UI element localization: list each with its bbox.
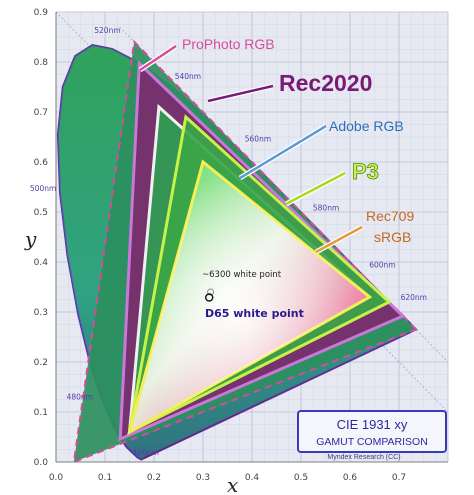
callout-leader <box>139 44 177 72</box>
wavelength-label: 540nm <box>175 72 201 81</box>
x-tick-label: 0.5 <box>294 473 308 483</box>
gamut-outline-rec2020 <box>118 60 406 442</box>
wavelength-label: 620nm <box>401 293 427 302</box>
wavelength-label: 520nm <box>94 26 120 35</box>
y-tick-label: 0.1 <box>34 408 48 418</box>
info-box: CIE 1931 xy GAMUT COMPARISON Myndex Rese… <box>297 410 447 461</box>
y-tick-label: 0.0 <box>34 458 49 468</box>
y-tick-label: 0.3 <box>34 308 48 318</box>
info-box-credit: Myndex Research (CC) <box>327 454 400 461</box>
x-tick-label: 0.6 <box>343 473 358 483</box>
callout-leader <box>285 171 346 206</box>
gamut-layer <box>72 39 418 464</box>
x-tick-label: 0.1 <box>98 473 112 483</box>
x-axis-title: x <box>227 473 238 495</box>
wavelength-label: 560nm <box>245 135 271 144</box>
white-point-d65-label: D65 white point <box>205 307 304 320</box>
gamut-outline-prophoto-rgb <box>72 39 418 464</box>
x-tick-label: 0.0 <box>49 473 64 483</box>
wavelength-label: 600nm <box>369 261 395 270</box>
wavelength-label: 460nm <box>133 448 159 457</box>
info-box-subtitle: GAMUT COMPARISON <box>316 436 428 448</box>
y-tick-label: 0.7 <box>34 108 48 118</box>
info-box-frame <box>297 410 447 453</box>
callout-adobe-rgb: Adobe RGB <box>329 118 404 134</box>
y-axis-title: y <box>24 227 37 251</box>
wavelength-label: 580nm <box>313 204 339 213</box>
callout-leader <box>239 124 327 180</box>
wavelength-label: 500nm <box>30 184 56 193</box>
callout-rec709: Rec709 <box>366 208 414 224</box>
gamut-outline-p3 <box>127 114 392 435</box>
y-tick-label: 0.4 <box>34 258 49 268</box>
y-tick-label: 0.9 <box>34 8 49 18</box>
srgb-white-glow <box>129 162 370 432</box>
callout-leader <box>207 84 274 103</box>
callout-leader <box>315 225 363 254</box>
callout-prophoto: ProPhoto RGB <box>182 36 275 52</box>
y-tick-label: 0.2 <box>34 358 48 368</box>
axis-layer: 0.0 0.1 0.2 0.3 0.4 0.5 0.6 0.7 0.0 0.1 0.2 0.3 0.4 0… <box>34 8 448 483</box>
callout-rec2020: Rec2020 <box>279 70 372 96</box>
info-box-title: CIE 1931 xy <box>337 417 408 432</box>
x-tick-label: 0.4 <box>245 473 260 483</box>
white-point-6300-marker <box>207 288 215 296</box>
wavelength-labels: 460nm 480nm 500nm 520nm 540nm 560nm 580nm 600nm… <box>30 26 427 457</box>
y-tick-label: 0.8 <box>34 58 49 68</box>
wavelength-label: 480nm <box>67 393 93 402</box>
y-tick-label: 0.5 <box>34 208 48 218</box>
callout-p3: P3 <box>352 159 379 184</box>
white-point-d65-marker <box>205 293 214 302</box>
x-tick-label: 0.3 <box>196 473 210 483</box>
x-tick-label: 0.7 <box>392 473 406 483</box>
y-tick-label: 0.6 <box>34 158 49 168</box>
callout-layer <box>138 43 364 255</box>
white-point-6300-label: ~6300 white point <box>202 270 282 280</box>
x-tick-label: 0.2 <box>147 473 161 483</box>
white-point-layer <box>205 288 215 302</box>
callout-srgb: sRGB <box>374 229 411 245</box>
purple-line-band <box>141 329 417 460</box>
